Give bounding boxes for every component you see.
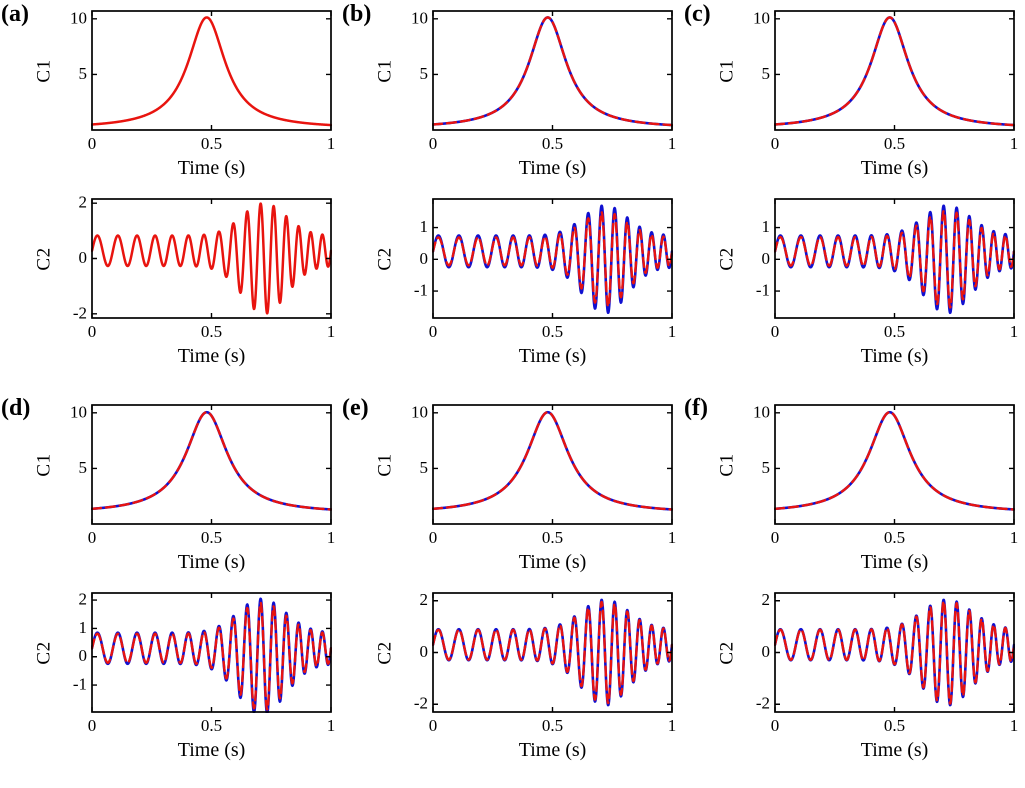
plot-b-c1 — [397, 6, 679, 156]
panel-e-c2-subplot: C2 — [341, 588, 683, 738]
panel-label-d: (d) — [1, 395, 31, 421]
panel-e-c1-subplot: (e) C1 — [341, 396, 683, 550]
plot-a-c2 — [56, 194, 338, 344]
y-axis-label-c1: C1 — [34, 58, 55, 83]
panel-a-c1-subplot: (a) C1 — [0, 2, 341, 156]
plot-e-c1 — [397, 400, 679, 550]
x-axis-label: Time (s) — [860, 345, 929, 367]
x-axis-label: Time (s) — [518, 551, 587, 573]
panel-label-f: (f) — [684, 395, 708, 421]
plot-d-c1 — [56, 400, 338, 550]
panel-label-a: (a) — [1, 1, 29, 27]
panel-b-c2-subplot: C2 — [341, 194, 683, 344]
panel-c: (c) C1 Time (s) C2 Time (s) — [683, 0, 1025, 394]
y-axis-label-c2: C2 — [34, 246, 55, 271]
x-axis-label: Time (s) — [518, 157, 587, 179]
plot-e-c2 — [397, 588, 679, 738]
x-axis-label: Time (s) — [518, 345, 587, 367]
plot-c-c2 — [739, 194, 1021, 344]
x-axis-label: Time (s) — [177, 739, 246, 761]
panel-a-c2-subplot: C2 — [0, 194, 341, 344]
panel-label-c: (c) — [684, 1, 711, 27]
panel-label-e: (e) — [342, 395, 369, 421]
panel-f-c1-subplot: (f) C1 — [683, 396, 1025, 550]
x-axis-label: Time (s) — [860, 739, 929, 761]
y-axis-label-c2: C2 — [717, 640, 738, 665]
y-axis-label-c2: C2 — [717, 246, 738, 271]
panel-label-b: (b) — [342, 1, 372, 27]
x-axis-label: Time (s) — [860, 157, 929, 179]
y-axis-label-c2: C2 — [375, 640, 396, 665]
y-axis-label-c1: C1 — [717, 452, 738, 477]
x-axis-label: Time (s) — [177, 345, 246, 367]
y-axis-label-c1: C1 — [34, 452, 55, 477]
plot-c-c1 — [739, 6, 1021, 156]
y-axis-label-c2: C2 — [375, 246, 396, 271]
panel-b: (b) C1 Time (s) C2 Time (s) — [341, 0, 683, 394]
plot-d-c2 — [56, 588, 338, 738]
panel-a: (a) C1 Time (s) C2 Time (s) — [0, 0, 341, 394]
x-axis-label: Time (s) — [177, 157, 246, 179]
y-axis-label-c1: C1 — [717, 58, 738, 83]
panel-f-c2-subplot: C2 — [683, 588, 1025, 738]
y-axis-label-c1: C1 — [375, 452, 396, 477]
panel-c-c1-subplot: (c) C1 — [683, 2, 1025, 156]
panel-c-c2-subplot: C2 — [683, 194, 1025, 344]
plot-a-c1 — [56, 6, 338, 156]
panel-b-c1-subplot: (b) C1 — [341, 2, 683, 156]
panel-d-c1-subplot: (d) C1 — [0, 396, 341, 550]
y-axis-label-c2: C2 — [34, 640, 55, 665]
y-axis-label-c1: C1 — [375, 58, 396, 83]
x-axis-label: Time (s) — [860, 551, 929, 573]
panel-e: (e) C1 Time (s) C2 Time (s) — [341, 394, 683, 788]
plot-b-c2 — [397, 194, 679, 344]
x-axis-label: Time (s) — [177, 551, 246, 573]
plot-f-c1 — [739, 400, 1021, 550]
x-axis-label: Time (s) — [518, 739, 587, 761]
panel-d-c2-subplot: C2 — [0, 588, 341, 738]
panel-f: (f) C1 Time (s) C2 Time (s) — [683, 394, 1025, 788]
plot-f-c2 — [739, 588, 1021, 738]
panel-d: (d) C1 Time (s) C2 Time (s) — [0, 394, 341, 788]
